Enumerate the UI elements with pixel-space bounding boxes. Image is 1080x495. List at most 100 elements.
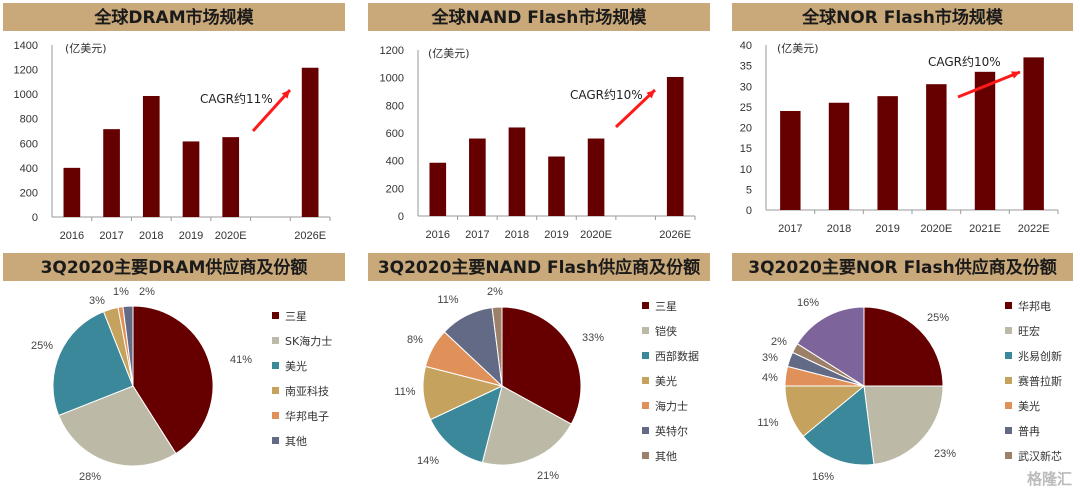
legend-swatch [642, 302, 649, 309]
x-tick-label: 2016 [426, 229, 450, 241]
legend-swatch [642, 402, 649, 409]
legend-swatch [272, 437, 279, 444]
pie-slice-铠侠 [481, 385, 572, 466]
legend-swatch [642, 377, 649, 384]
watermark-logo: 格隆汇 [1026, 470, 1072, 488]
unit-label: (亿美元) [777, 42, 819, 55]
bar-2017 [780, 111, 801, 210]
legend-label: SK海力士 [285, 334, 332, 348]
slice-percent-label: 25% [31, 340, 53, 352]
y-tick-label: 30 [740, 81, 752, 93]
legend-swatch [272, 312, 279, 319]
bar-2026E [666, 76, 684, 216]
cagr-annotation: CAGR约11% [200, 91, 273, 106]
nand-share-chart: 3Q2020主要NAND Flash供应商及份额 33% 21% 14% 11% 8% 11… [360, 250, 720, 495]
x-tick-label: 2020E [920, 223, 952, 235]
bar-2022E [1023, 57, 1044, 210]
y-tick-label: 0 [398, 211, 404, 223]
slice-percent-label: 11% [437, 294, 458, 306]
bar-2018 [508, 127, 526, 216]
legend-label: 普冉 [1018, 424, 1040, 438]
bar-2018 [142, 95, 160, 217]
legend-label: 三星 [655, 300, 677, 313]
legend-label: 旺宏 [1018, 324, 1040, 338]
pie-slice-美光 [52, 310, 134, 417]
legend-label: 赛普拉斯 [1018, 374, 1062, 388]
x-tick-label: 2020E [580, 229, 612, 241]
y-tick-label: 800 [20, 114, 38, 126]
slice-percent-label: 21% [537, 470, 559, 482]
slice-percent-label: 11% [757, 417, 778, 429]
legend-swatch [642, 452, 649, 459]
slice-percent-label: 8% [407, 334, 423, 346]
x-tick-label: 2018 [827, 223, 851, 235]
nor-share-chart: 3Q2020主要NOR Flash供应商及份额 25% 23% 16% 11% 4% 3% 2… [720, 250, 1080, 495]
bar-2020E [587, 138, 605, 216]
title-band [3, 253, 345, 281]
legend-swatch [1005, 302, 1012, 309]
y-tick-label: 10 [740, 164, 752, 176]
slice-percent-label: 2% [139, 286, 155, 298]
x-tick-label: 2018 [139, 230, 163, 242]
x-tick-label: 2022E [1018, 223, 1050, 235]
y-tick-label: 600 [20, 138, 38, 150]
legend-swatch [272, 337, 279, 344]
bar-2019 [877, 96, 898, 210]
cagr-annotation: CAGR约10% [570, 87, 643, 102]
chart-title: 全球DRAM市场规模 [93, 7, 254, 28]
x-tick-label: 2020E [215, 230, 247, 242]
dram-share-chart: 3Q2020主要DRAM供应商及份额 41% 28% 25% 3% 1% 2% 三星 SK海力士… [0, 250, 360, 495]
pie-slice-三星 [501, 306, 582, 425]
y-tick-label: 40 [740, 40, 752, 52]
chart-title: 全球NAND Flash市场规模 [431, 7, 648, 28]
title-band [732, 3, 1073, 31]
bar-2016 [429, 162, 447, 216]
x-tick-label: 2021E [969, 223, 1001, 235]
title-band [368, 253, 710, 281]
pie-slice-其他 [491, 306, 503, 387]
bar-2019 [548, 156, 565, 216]
slice-percent-label: 3% [762, 352, 778, 364]
unit-label: (亿美元) [65, 42, 107, 55]
chart-title: 3Q2020主要NOR Flash供应商及份额 [748, 257, 1056, 278]
chart-title: 3Q2020主要DRAM供应商及份额 [41, 257, 308, 278]
slice-percent-label: 2% [771, 336, 787, 348]
y-tick-label: 1400 [14, 40, 38, 52]
arrow-head-icon [1011, 71, 1020, 79]
y-tick-label: 1200 [14, 65, 38, 77]
arrow-icon [614, 88, 657, 129]
x-tick-label: 2019 [179, 230, 203, 242]
x-tick-label: 2026E [294, 230, 326, 242]
legend-swatch [1005, 327, 1012, 334]
nor-market-chart: 全球NOR Flash市场规模 0 5 10 15 20 25 30 35 40 2017 2018 2… [720, 0, 1080, 250]
slice-percent-label: 14% [417, 455, 439, 467]
y-tick-label: 600 [386, 128, 404, 140]
legend-label: 英特尔 [655, 424, 688, 438]
y-tick-label: 400 [20, 163, 38, 175]
pie-slice-兆易创新 [802, 385, 875, 466]
legend-swatch [272, 362, 279, 369]
bar-2017 [103, 129, 120, 217]
slice-percent-label: 25% [927, 312, 949, 324]
pie-slice-西部数据 [429, 385, 503, 464]
arrow-icon [957, 70, 1021, 99]
legend-swatch [642, 427, 649, 434]
slice-percent-label: 2% [487, 286, 503, 298]
slice-percent-label: 41% [230, 354, 252, 366]
bar-2020E [926, 84, 947, 210]
legend-label: 西部数据 [655, 349, 699, 363]
legend-swatch [272, 412, 279, 419]
legend-label: 铠侠 [655, 324, 677, 338]
bar-2020E [222, 137, 240, 217]
slice-percent-label: 16% [812, 471, 834, 483]
title-band [732, 253, 1073, 281]
slice-percent-label: 4% [762, 372, 778, 384]
slice-percent-label: 23% [934, 448, 956, 460]
y-tick-label: 200 [20, 187, 38, 199]
legend-label: 华邦电 [1018, 299, 1051, 313]
slice-percent-label: 11% [394, 386, 415, 398]
legend-swatch [1005, 352, 1012, 359]
y-tick-label: 35 [740, 61, 752, 73]
slice-percent-label: 16% [797, 297, 819, 309]
x-tick-label: 2016 [60, 230, 84, 242]
